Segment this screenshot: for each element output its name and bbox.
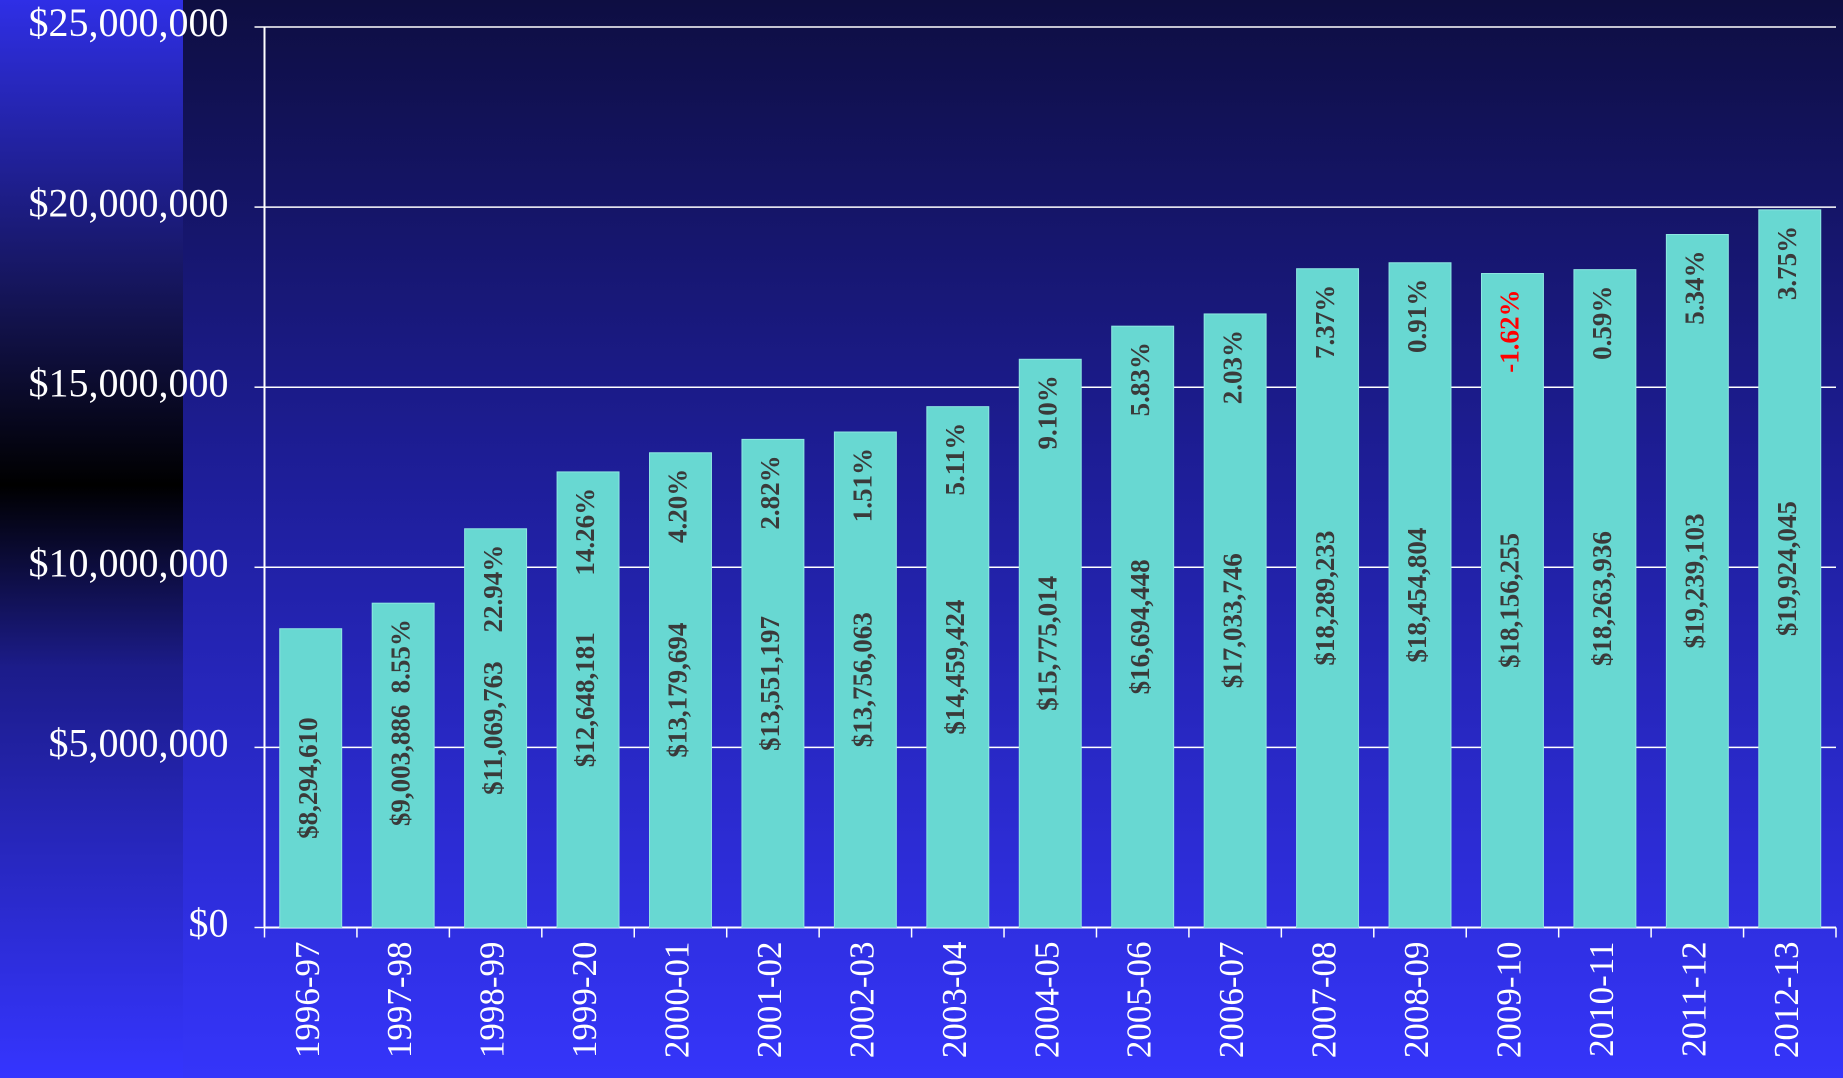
y-tick-label: $0 [189, 901, 229, 946]
value-label: $18,156,255 [1495, 533, 1525, 668]
growth-label: 5.11% [940, 423, 970, 496]
x-tick-label: 2001-02 [750, 942, 789, 1059]
growth-label: 22.94% [478, 545, 508, 633]
bar [556, 471, 620, 928]
bar [926, 406, 990, 928]
bar [1758, 209, 1822, 929]
value-label: $17,033,746 [1217, 553, 1247, 688]
growth-label: 5.34% [1680, 251, 1710, 325]
bar [1203, 313, 1267, 928]
x-tick-label: 1997-98 [380, 942, 419, 1059]
bar [464, 528, 528, 928]
x-tick-label: 2009-10 [1489, 942, 1528, 1059]
y-tick-label: $5,000,000 [49, 721, 229, 766]
value-label: $19,239,103 [1680, 514, 1710, 649]
growth-label: 1.51% [848, 448, 878, 522]
value-label: $9,003,886 [385, 705, 415, 827]
x-tick-label: 2003-04 [935, 942, 974, 1059]
y-tick-label: $10,000,000 [29, 540, 229, 585]
bar [1296, 268, 1360, 929]
growth-label: 2.82% [755, 455, 785, 529]
value-label: $13,551,197 [755, 616, 785, 751]
x-tick-label: 2000-01 [658, 942, 697, 1059]
growth-label: 2.03% [1217, 330, 1247, 404]
x-tick-label: 1999-20 [565, 942, 604, 1059]
x-tick-label: 2010-11 [1582, 942, 1621, 1057]
growth-label: 3.75% [1772, 226, 1802, 300]
bar [1111, 325, 1175, 929]
bar [1018, 358, 1082, 928]
value-label: $18,289,233 [1310, 531, 1340, 666]
side-strip [0, 0, 183, 1078]
growth-label: 0.91% [1402, 279, 1432, 353]
value-label: $15,775,014 [1032, 576, 1062, 711]
y-tick-label: $25,000,000 [29, 0, 229, 45]
bar [371, 602, 435, 929]
bar [649, 452, 712, 928]
bar [1388, 262, 1452, 929]
bar [1665, 234, 1729, 928]
growth-label: -1.62% [1495, 290, 1525, 373]
value-label: $13,756,063 [848, 612, 878, 747]
x-tick-label: 2012-13 [1767, 942, 1806, 1059]
x-tick-label: 1998-99 [473, 942, 512, 1059]
value-label: $11,069,763 [478, 661, 508, 795]
growth-label: 14.26% [570, 488, 600, 576]
x-tick-label: 2011-12 [1674, 942, 1713, 1057]
value-label: $13,179,694 [663, 623, 693, 758]
value-label: $18,263,936 [1587, 531, 1617, 666]
value-label: $14,459,424 [940, 600, 970, 735]
value-label: $8,294,610 [293, 717, 323, 839]
bar [833, 431, 897, 928]
x-tick-label: 1996-97 [288, 942, 327, 1059]
value-label: $19,924,045 [1772, 501, 1802, 636]
y-tick-label: $20,000,000 [29, 180, 229, 225]
x-tick-label: 2008-09 [1397, 942, 1436, 1059]
growth-label: 4.20% [663, 469, 693, 543]
x-tick-label: 2005-06 [1120, 942, 1159, 1059]
growth-label: 5.83% [1125, 342, 1155, 416]
x-tick-label: 2004-05 [1027, 942, 1066, 1059]
value-label: $16,694,448 [1125, 559, 1155, 694]
growth-label: 7.37% [1310, 285, 1340, 359]
growth-label: 8.55% [385, 619, 415, 693]
growth-label: 0.59% [1587, 286, 1617, 360]
bar [1573, 269, 1637, 929]
growth-label: 9.10% [1032, 375, 1062, 449]
bar [279, 628, 343, 928]
value-label: $18,454,804 [1402, 528, 1432, 663]
bar [741, 438, 805, 928]
x-tick-label: 2007-08 [1305, 942, 1344, 1059]
y-tick-label: $15,000,000 [29, 360, 229, 405]
x-tick-label: 2002-03 [842, 942, 881, 1059]
value-label: $12,648,181 [570, 632, 600, 767]
bar [1480, 273, 1544, 928]
x-tick-label: 2006-07 [1212, 942, 1251, 1059]
